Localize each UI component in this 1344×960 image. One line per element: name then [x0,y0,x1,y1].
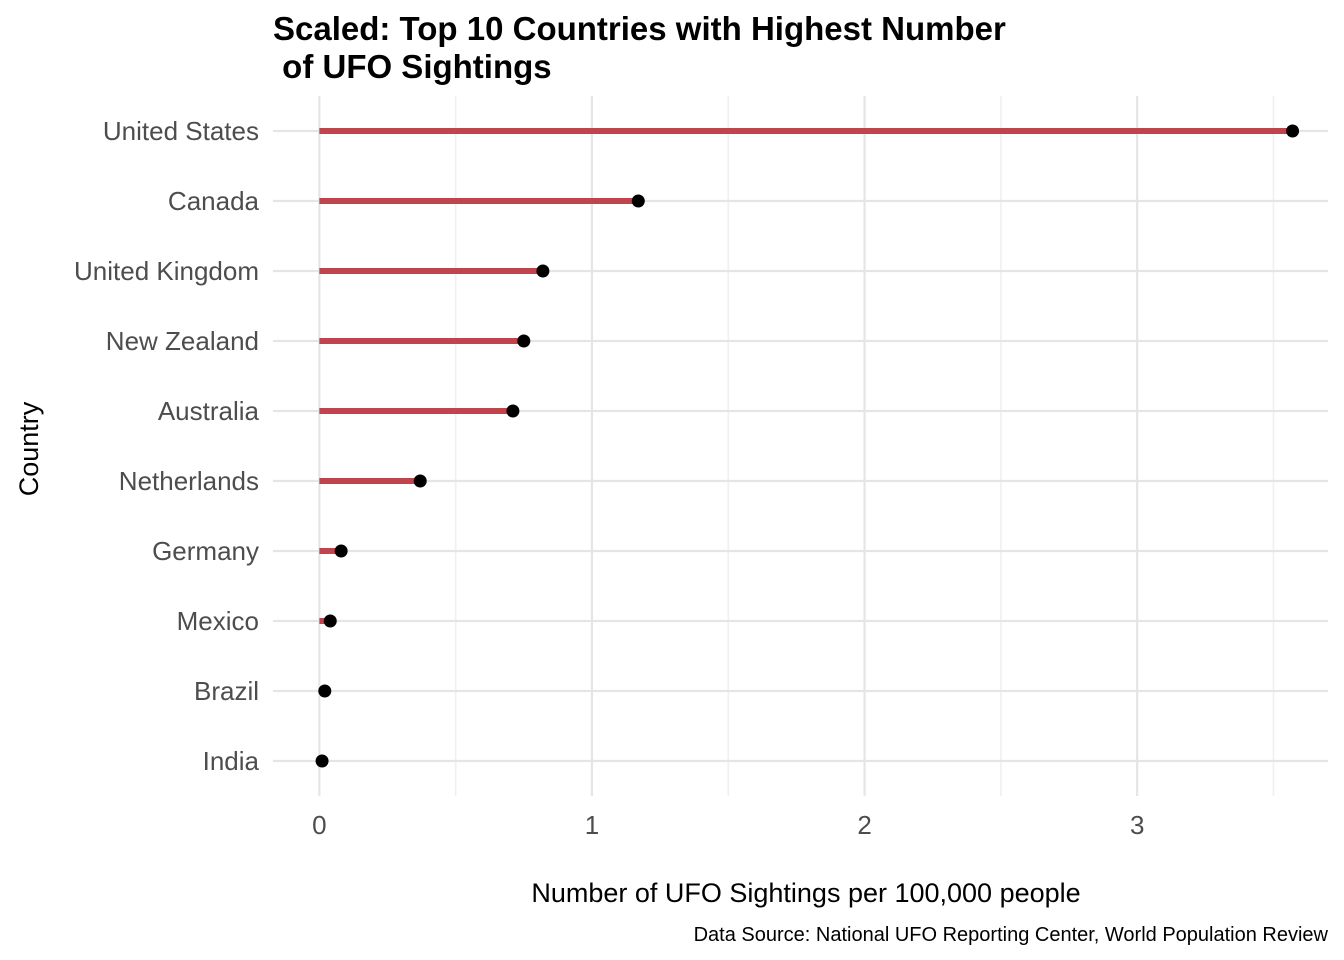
y-tick-label: United States [103,116,259,146]
x-tick-label: 0 [312,810,326,840]
lollipop-point [323,614,337,628]
lollipop-point [631,194,645,208]
y-tick-label: Netherlands [119,466,259,496]
x-tick-label: 3 [1130,810,1144,840]
y-axis-title: Country [14,401,44,496]
y-tick-label: India [203,746,260,776]
y-tick-label: United Kingdom [74,256,259,286]
y-tick-label: Brazil [194,676,259,706]
chart-title-line-1: Scaled: Top 10 Countries with Highest Nu… [273,10,1006,47]
x-tick-label: 1 [585,810,599,840]
y-tick-label: Australia [158,396,260,426]
x-tick-label: 2 [857,810,871,840]
lollipop-point [517,334,531,348]
y-tick-label: New Zealand [106,326,259,356]
x-axis-title: Number of UFO Sightings per 100,000 peop… [531,878,1080,908]
lollipop-point [536,264,550,278]
lollipop-point [506,404,520,418]
y-tick-label: Germany [152,536,259,566]
labels-layer: United States Canada United Kingdom New Zea… [74,116,1144,840]
caption: Data Source: National UFO Reporting Cent… [694,924,1329,946]
y-tick-label: Mexico [177,606,259,636]
marks-layer [315,124,1300,768]
lollipop-point [413,474,427,488]
y-tick-label: Canada [168,186,260,216]
lollipop-point [318,684,332,698]
lollipop-point [334,544,348,558]
lollipop-point [1286,124,1300,138]
lollipop-point [315,754,329,768]
chart-title-line-2: of UFO Sightings [273,48,552,85]
